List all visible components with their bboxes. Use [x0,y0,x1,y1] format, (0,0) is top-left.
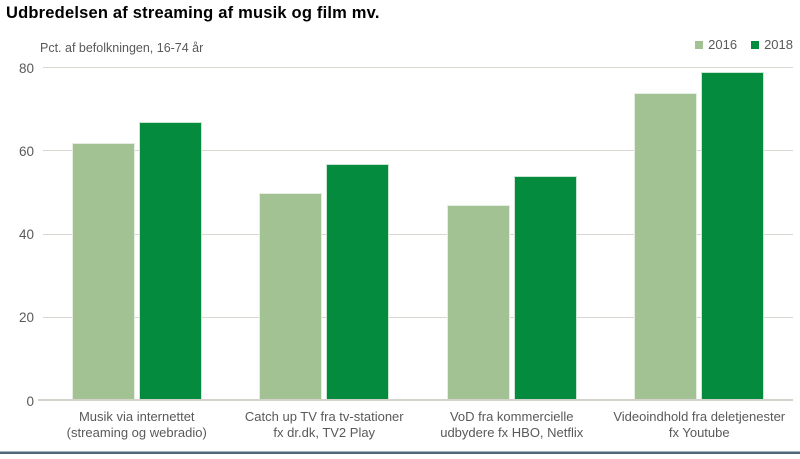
y-axis-tick-label-40: 40 [18,226,34,242]
gridline-20 [43,316,793,318]
bar-2018-1 [138,122,202,401]
bar-group-4 [606,68,794,401]
x-axis-label-line: Videoindhold fra deletjenester [613,409,786,424]
page-title: Udbredelsen af streaming af musik og fil… [6,4,380,22]
x-axis-label-3: VoD fra kommercielle udbydere fx HBO, Net… [418,409,606,441]
y-axis-tick-label-0: 0 [26,393,34,409]
x-axis-label-line: (streaming og webradio) [66,425,207,440]
x-axis-label-2: Catch up TV fra tv-stationer fx dr.dk, TV… [231,409,419,441]
bar-2018-2 [326,163,390,401]
y-axis: 0 20 40 60 80 [4,61,34,407]
bar-2016-4 [634,92,698,401]
bar-group-1 [43,68,231,401]
bar-2018-3 [513,176,577,401]
legend: 2016 2018 [695,37,793,52]
legend-label-2018: 2018 [764,37,793,52]
y-axis-tick-label-80: 80 [18,60,34,76]
chart-subtitle: Pct. af befolkningen, 16-74 år [40,41,204,55]
x-axis-label-line: fx dr.dk, TV2 Play [273,425,376,440]
legend-item-2018: 2018 [751,37,793,52]
y-axis-tick-label-20: 20 [18,310,34,325]
x-axis-label-line: fx Youtube [668,425,730,440]
x-axis-label-line: Musik via internettet [78,409,195,424]
bar-2016-1 [71,142,135,401]
plot-area [38,67,793,401]
bar-group-2 [231,68,419,401]
x-axis-labels: Musik via internettet (streaming og webra… [43,409,793,441]
bar-group-3 [418,68,606,401]
x-axis-baseline [38,399,793,401]
bottom-border-line [0,451,800,454]
y-axis-tick-label-60: 60 [18,143,34,159]
gridline-40 [43,233,793,235]
x-axis-label-1: Musik via internettet (streaming og webra… [43,409,231,441]
x-axis-label-4: Videoindhold fra deletjenester fx Youtube [606,409,794,441]
bar-2016-3 [446,205,510,401]
x-axis-label-line: Catch up TV fra tv-stationer [244,409,404,424]
gridline-60 [43,150,793,152]
bar-2016-2 [259,192,323,401]
legend-label-2016: 2016 [708,37,738,52]
bar-groups [43,68,793,401]
legend-swatch-2018-icon [751,40,760,49]
bar-2018-4 [701,72,765,401]
gridline-80 [43,67,793,68]
x-axis-label-line: udbydere fx HBO, Netflix [440,425,584,440]
x-axis-label-line: VoD fra kommercielle [449,409,574,424]
legend-swatch-2016-icon [695,40,704,49]
legend-item-2016: 2016 [695,37,737,52]
